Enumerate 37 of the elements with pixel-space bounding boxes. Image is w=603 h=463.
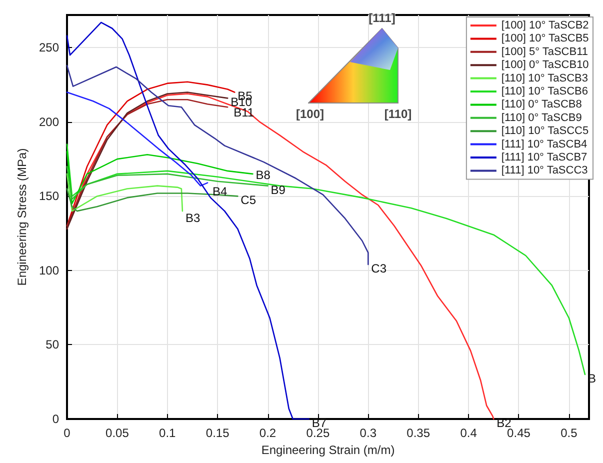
annotation: [100]	[296, 107, 324, 121]
y-tick-label: 100	[38, 263, 60, 278]
x-tick-label: 0.35	[406, 426, 430, 440]
y-tick-label: 200	[38, 114, 60, 129]
annotation: [111]	[368, 11, 396, 25]
annotation: C5	[240, 193, 256, 208]
legend-label: [100] 10° TaSCB2	[501, 20, 589, 32]
x-tick-label: 0.05	[106, 426, 130, 440]
annotation: [110]	[384, 107, 412, 121]
legend-label: [110] 0° TaSCB8	[501, 98, 582, 111]
x-tick-label: 0.1	[159, 426, 176, 440]
annotation: B9	[270, 182, 286, 197]
annotation: B8	[256, 168, 271, 182]
y-axis-title: Engineering Stress (MPa)	[15, 148, 30, 286]
annotation: B3	[185, 211, 200, 226]
legend-label: [110] 0° TaSCB9	[501, 112, 582, 124]
x-tick-label: 0.2	[259, 426, 276, 440]
legend-label: [111] 10° TaSCB4	[501, 138, 588, 150]
legend-label: [100] 5° TaSCB11	[501, 46, 588, 58]
y-tick-label: 150	[38, 189, 60, 204]
legend-label: [111] 10° TaSCB7	[501, 152, 588, 164]
x-tick-label: 0.15	[206, 426, 230, 440]
x-tick-label: 0.4	[460, 426, 478, 440]
legend-label: [110] 10° TaSCB3	[501, 72, 588, 84]
y-tick-label: 50	[46, 338, 60, 352]
annotation: C3	[371, 262, 387, 276]
y-tick-label: 0	[52, 412, 60, 426]
legend-label: [110] 10° TaSCB6	[501, 86, 588, 98]
legend-label: [100] 10° TaSCB5	[501, 32, 589, 45]
y-tick-label: 250	[38, 40, 60, 55]
x-tick-label: 0.3	[360, 426, 377, 440]
legend-label: [110] 10° TaSCC5	[501, 125, 589, 138]
x-tick-label: 0.5	[560, 426, 578, 440]
x-axis-title: Engineering Strain (m/m)	[261, 442, 395, 457]
legend-label: [111] 10° TaSCC3	[501, 164, 588, 177]
legend-label: [100] 0° TaSCB10	[501, 59, 589, 72]
x-tick-label: 0	[64, 426, 71, 440]
